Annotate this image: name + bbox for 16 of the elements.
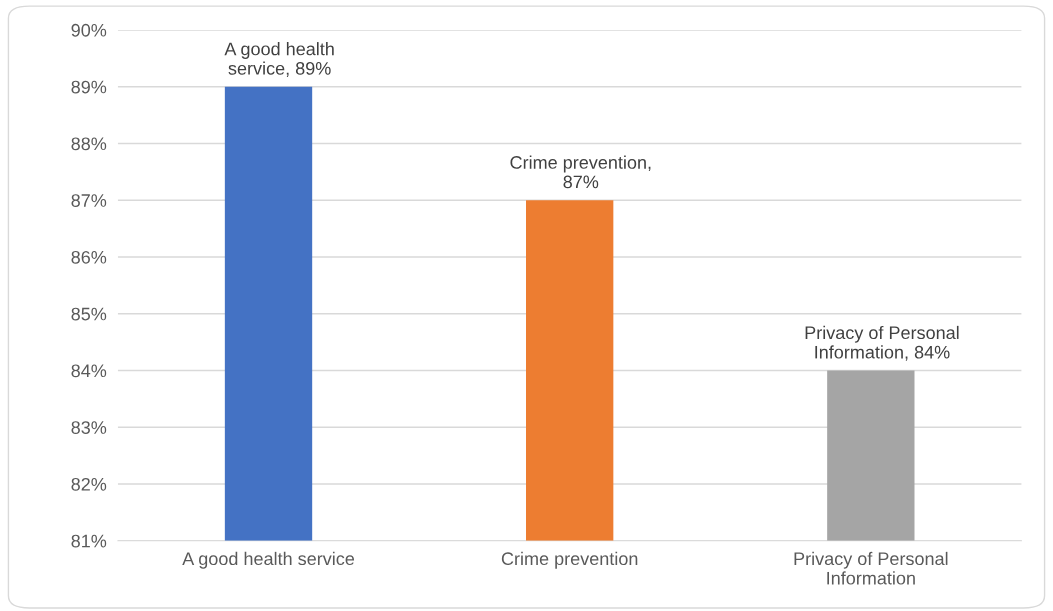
data-label: Crime prevention, 87%	[510, 155, 651, 189]
y-tick-label: 88%	[71, 137, 107, 151]
y-tick-label: 82%	[71, 477, 107, 491]
y-tick-label: 81%	[71, 534, 107, 548]
y-tick-label: 90%	[71, 23, 107, 37]
y-tick-label: 89%	[71, 80, 107, 94]
x-tick-label: Crime prevention	[501, 551, 638, 569]
x-tick-label: Privacy of Personal Information	[794, 551, 948, 585]
data-label: Privacy of Personal Information, 84%	[805, 325, 959, 361]
data-label: A good health service, 89%	[224, 42, 334, 77]
y-tick-label: 84%	[71, 364, 107, 378]
y-tick-label: 85%	[71, 307, 107, 321]
y-tick-label: 87%	[71, 194, 107, 207]
y-tick-label: 86%	[71, 250, 107, 264]
y-tick-label: 83%	[71, 421, 107, 434]
x-tick-label: A good health service	[182, 551, 355, 569]
